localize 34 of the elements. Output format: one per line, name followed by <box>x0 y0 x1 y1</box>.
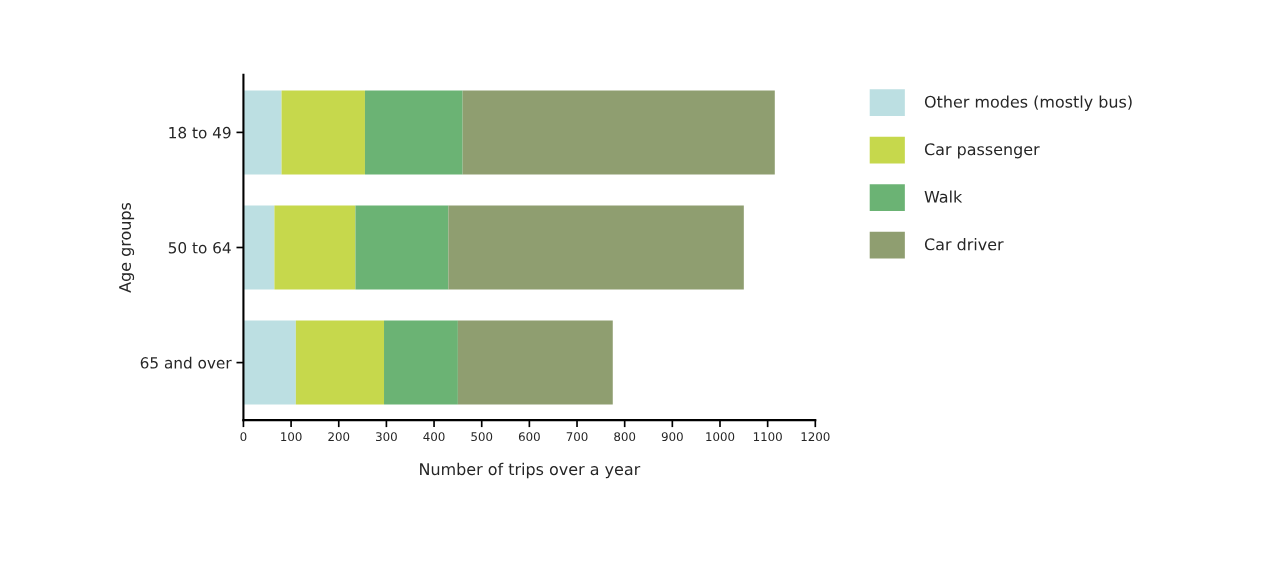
y-tick-label: 18 to 49 <box>169 126 231 139</box>
x-tick-label: 1200 <box>801 432 830 442</box>
y-tick-label: 50 to 64 <box>168 241 231 254</box>
bar <box>281 90 365 175</box>
legend-label: Car passenger <box>924 143 1040 159</box>
x-tick-label: 1100 <box>753 432 782 442</box>
y-tick-label: 65 and over <box>140 356 232 369</box>
bar <box>243 205 275 290</box>
bar <box>355 205 449 290</box>
x-tick-label: 300 <box>376 432 397 442</box>
x-tick-label: 700 <box>566 432 588 442</box>
bar <box>462 90 775 175</box>
bar <box>448 205 744 290</box>
x-tick-label: 600 <box>518 432 540 442</box>
bar <box>457 320 613 405</box>
y-axis-title: Age groups <box>119 202 135 293</box>
bar <box>243 90 282 175</box>
bar <box>364 90 463 175</box>
x-tick-label: 400 <box>423 432 445 442</box>
legend-label: Car driver <box>924 238 1004 251</box>
x-axis-title: Number of trips over a year <box>420 462 641 479</box>
x-tick-label: 200 <box>328 432 350 442</box>
legend-label: Other modes (mostly bus) <box>924 95 1132 111</box>
x-tick-label: 900 <box>661 432 683 442</box>
legend-label: Walk <box>924 190 963 203</box>
bar <box>243 320 296 405</box>
x-tick-label: 0 <box>240 432 247 442</box>
bar <box>384 320 458 405</box>
bar <box>274 205 356 290</box>
x-tick-label: 100 <box>281 432 302 442</box>
x-tick-label: 1000 <box>706 432 735 442</box>
bar <box>295 320 385 405</box>
x-tick-label: 500 <box>471 432 493 442</box>
x-tick-label: 800 <box>614 432 636 442</box>
